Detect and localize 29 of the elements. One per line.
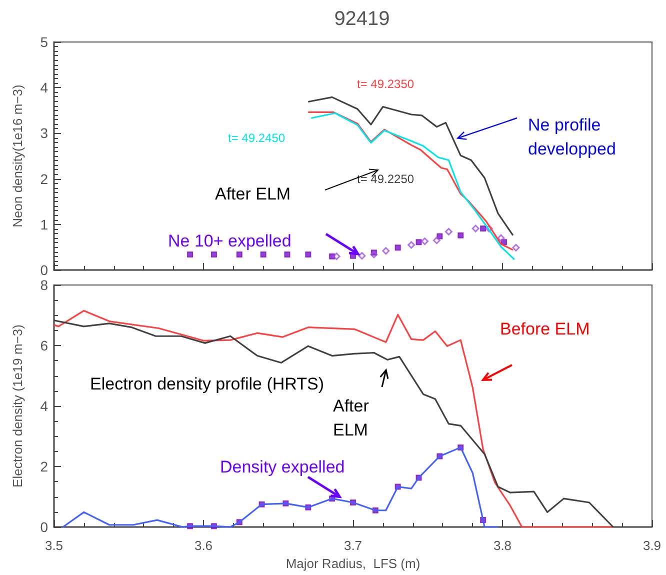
text: t= 49.2350 — [357, 77, 414, 91]
annotation: Ne 10+ expelled — [168, 232, 292, 250]
y-tick-label: 2 — [40, 458, 48, 474]
y-tick-label: 6 — [40, 338, 48, 354]
y-tick-label: 4 — [40, 398, 48, 414]
x-tick-label: 3.6 — [194, 538, 213, 553]
annotation: Before ELM — [500, 320, 590, 338]
annotation: After ELM — [333, 396, 374, 440]
y-tick-label: 3 — [40, 125, 48, 142]
x-tick-label: 3.7 — [344, 538, 362, 553]
annotation: Density expelled — [220, 458, 345, 476]
annotation: Electron density profile (HRTS) — [90, 374, 324, 394]
chart-title: 92419 — [334, 8, 390, 30]
y-tick-label: 4 — [40, 80, 48, 96]
y-tick-label: 2 — [40, 170, 48, 187]
x-axis-title: Major Radius, LFS (m) — [286, 556, 420, 571]
annotation: After ELM — [215, 184, 291, 204]
text: t= 49.2450 — [228, 131, 286, 145]
y-axis-title: Electron density (1e19 m−3) — [10, 324, 25, 488]
x-tick-label: 3.8 — [493, 538, 512, 553]
annotation: Ne profile developped — [528, 116, 616, 158]
x-tick-label: 3.5 — [44, 538, 64, 553]
y-tick-label: 0 — [40, 519, 48, 535]
y-tick-label: 5 — [40, 34, 48, 50]
y-tick-label: 0 — [40, 262, 48, 278]
x-tick-label: 3.9 — [642, 538, 662, 553]
y-tick-label: 8 — [40, 277, 48, 293]
y-axis-title: Neon density(1e16 m−3) — [10, 84, 25, 228]
y-tick-label: 1 — [40, 216, 48, 232]
